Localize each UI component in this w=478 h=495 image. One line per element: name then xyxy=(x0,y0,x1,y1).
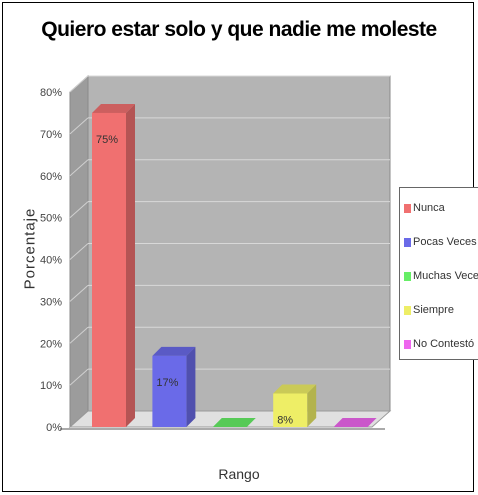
legend: Nunca Pocas Veces Muchas Veces Siempre No Co… xyxy=(399,187,478,360)
y-tick-label: 40% xyxy=(40,255,62,267)
legend-swatch xyxy=(404,305,411,315)
bar-3 xyxy=(212,418,256,427)
gridline-side xyxy=(69,368,89,386)
data-label: 8% xyxy=(277,415,293,427)
legend-swatch xyxy=(404,271,411,281)
bar-5 xyxy=(333,418,377,427)
y-tick-label: 30% xyxy=(40,296,62,308)
gridline-side xyxy=(69,285,89,302)
legend-swatch xyxy=(404,237,411,247)
bar-front xyxy=(92,112,126,427)
bar-1: 75% xyxy=(92,103,135,427)
bar-top xyxy=(273,384,317,394)
legend-label: Pocas Veces xyxy=(413,236,477,248)
y-tick-label: 50% xyxy=(40,213,62,225)
legend-label: Nunca xyxy=(413,202,445,214)
bar-4: 8% xyxy=(273,384,317,427)
legend-label: Siempre xyxy=(413,304,454,316)
y-tick-label: 0% xyxy=(46,422,62,434)
gridline-side xyxy=(69,159,89,177)
legend-item: Siempre xyxy=(404,304,454,316)
bar-front xyxy=(152,355,187,427)
legend-label: No Contestó xyxy=(413,338,475,350)
bar-top xyxy=(212,418,256,427)
y-tick-label: 70% xyxy=(40,129,62,141)
legend-item: Muchas Veces xyxy=(404,270,478,282)
gridline-side xyxy=(69,75,89,93)
data-label: 17% xyxy=(156,377,178,389)
x-axis-label: Rango xyxy=(218,466,260,482)
bar-side xyxy=(186,346,196,427)
chart-title: Quiero estar solo y que nadie me moleste xyxy=(41,18,437,41)
bar-side xyxy=(126,103,135,427)
bar-side xyxy=(307,384,317,427)
legend-item: Pocas Veces xyxy=(404,236,477,248)
bar-top xyxy=(333,418,377,427)
bar-2: 17% xyxy=(152,346,196,427)
y-tick-label: 80% xyxy=(40,87,62,99)
gridline-side xyxy=(69,201,89,218)
legend-item: No Contestó xyxy=(404,338,474,350)
bar-top xyxy=(152,346,196,356)
gridline-side xyxy=(69,117,89,135)
legend-label: Muchas Veces xyxy=(413,270,478,282)
legend-swatch xyxy=(404,203,411,213)
bar-top xyxy=(92,103,135,113)
legend-item: Nunca xyxy=(404,202,445,214)
data-label: 75% xyxy=(96,134,118,146)
gridline-side xyxy=(69,243,89,260)
y-tick-label: 60% xyxy=(40,171,62,183)
legend-swatch xyxy=(404,339,411,349)
bar-front xyxy=(273,393,308,427)
gridline-side xyxy=(69,326,89,344)
y-tick-label: 20% xyxy=(40,338,62,350)
y-tick-label: 10% xyxy=(40,380,62,392)
